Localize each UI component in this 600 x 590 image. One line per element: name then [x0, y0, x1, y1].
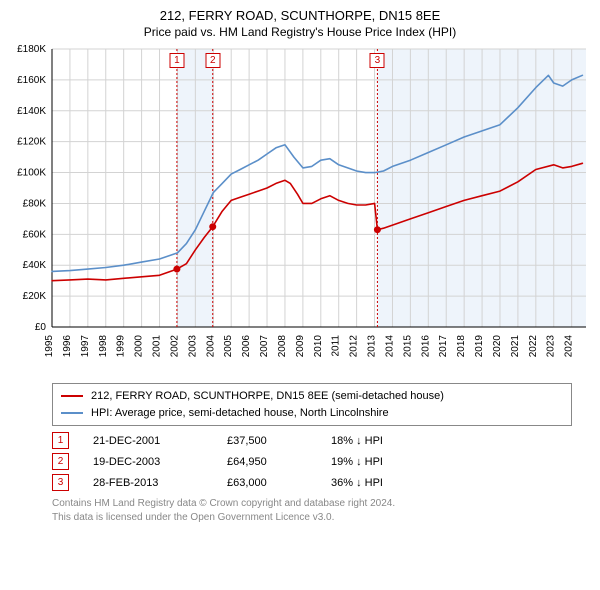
- svg-text:£140K: £140K: [17, 106, 46, 117]
- legend-row: HPI: Average price, semi-detached house,…: [61, 405, 563, 422]
- svg-text:£120K: £120K: [17, 137, 46, 148]
- svg-text:2009: 2009: [295, 335, 306, 358]
- svg-text:£40K: £40K: [23, 260, 47, 271]
- svg-text:2006: 2006: [241, 335, 252, 358]
- legend-row: 212, FERRY ROAD, SCUNTHORPE, DN15 8EE (s…: [61, 388, 563, 405]
- legend-label: HPI: Average price, semi-detached house,…: [91, 405, 389, 422]
- svg-text:£20K: £20K: [23, 291, 47, 302]
- legend: 212, FERRY ROAD, SCUNTHORPE, DN15 8EE (s…: [52, 383, 572, 426]
- attribution: Contains HM Land Registry data © Crown c…: [52, 497, 572, 524]
- sale-price: £63,000: [227, 477, 307, 489]
- attribution-line: Contains HM Land Registry data © Crown c…: [52, 497, 572, 511]
- svg-text:2001: 2001: [152, 335, 163, 358]
- svg-text:2020: 2020: [492, 335, 503, 358]
- svg-text:£100K: £100K: [17, 168, 46, 179]
- svg-text:£180K: £180K: [17, 45, 46, 55]
- svg-text:2017: 2017: [438, 335, 449, 358]
- legend-swatch: [61, 412, 83, 414]
- legend-swatch: [61, 395, 83, 397]
- svg-text:1999: 1999: [116, 335, 127, 358]
- attribution-line: This data is licensed under the Open Gov…: [52, 511, 572, 525]
- svg-text:2008: 2008: [277, 335, 288, 358]
- svg-text:2023: 2023: [546, 335, 557, 358]
- sale-row: 1 21-DEC-2001 £37,500 18% ↓ HPI: [52, 432, 572, 449]
- svg-text:2004: 2004: [205, 335, 216, 358]
- sale-badge: 1: [52, 432, 69, 449]
- legend-label: 212, FERRY ROAD, SCUNTHORPE, DN15 8EE (s…: [91, 388, 444, 405]
- sale-date: 19-DEC-2003: [93, 456, 203, 468]
- svg-text:2021: 2021: [510, 335, 521, 358]
- svg-text:2012: 2012: [349, 335, 360, 358]
- svg-text:£60K: £60K: [23, 229, 47, 240]
- chart-svg: £0 £20K £40K £60K £80K £100K £120K £140K £160K £1…: [8, 45, 592, 375]
- sales-table: 1 21-DEC-2001 £37,500 18% ↓ HPI 2 19-DEC-2003…: [52, 432, 572, 491]
- svg-text:2003: 2003: [187, 335, 198, 358]
- svg-text:1995: 1995: [44, 335, 55, 358]
- svg-text:2015: 2015: [402, 335, 413, 358]
- svg-text:2011: 2011: [331, 335, 342, 357]
- svg-text:2022: 2022: [528, 335, 539, 358]
- svg-text:£0: £0: [35, 322, 47, 333]
- svg-text:2002: 2002: [169, 335, 180, 358]
- page-title: 212, FERRY ROAD, SCUNTHORPE, DN15 8EE: [8, 8, 592, 23]
- sale-date: 28-FEB-2013: [93, 477, 203, 489]
- sale-badge: 2: [52, 453, 69, 470]
- chart-marker-badge: 2: [205, 53, 220, 68]
- svg-text:2024: 2024: [564, 335, 575, 358]
- svg-text:2016: 2016: [420, 335, 431, 358]
- svg-text:2005: 2005: [223, 335, 234, 358]
- svg-text:2000: 2000: [134, 335, 145, 358]
- chart-marker-badge: 3: [370, 53, 385, 68]
- sale-price: £37,500: [227, 435, 307, 447]
- sale-row: 3 28-FEB-2013 £63,000 36% ↓ HPI: [52, 474, 572, 491]
- chart-marker-badge: 1: [169, 53, 184, 68]
- sale-badge: 3: [52, 474, 69, 491]
- svg-text:2014: 2014: [384, 335, 395, 358]
- svg-text:2010: 2010: [313, 335, 324, 358]
- sale-diff: 36% ↓ HPI: [331, 477, 383, 489]
- sale-price: £64,950: [227, 456, 307, 468]
- svg-text:£160K: £160K: [17, 75, 46, 86]
- sale-row: 2 19-DEC-2003 £64,950 19% ↓ HPI: [52, 453, 572, 470]
- svg-text:1998: 1998: [98, 335, 109, 358]
- svg-text:2019: 2019: [474, 335, 485, 358]
- sale-diff: 18% ↓ HPI: [331, 435, 383, 447]
- price-chart: £0 £20K £40K £60K £80K £100K £120K £140K £160K £1…: [8, 45, 592, 375]
- svg-text:£80K: £80K: [23, 198, 47, 209]
- svg-text:2018: 2018: [456, 335, 467, 358]
- svg-text:1996: 1996: [62, 335, 73, 358]
- sale-date: 21-DEC-2001: [93, 435, 203, 447]
- svg-text:2007: 2007: [259, 335, 270, 358]
- sale-diff: 19% ↓ HPI: [331, 456, 383, 468]
- page-subtitle: Price paid vs. HM Land Registry's House …: [8, 25, 592, 39]
- svg-text:1997: 1997: [80, 335, 91, 358]
- svg-text:2013: 2013: [367, 335, 378, 358]
